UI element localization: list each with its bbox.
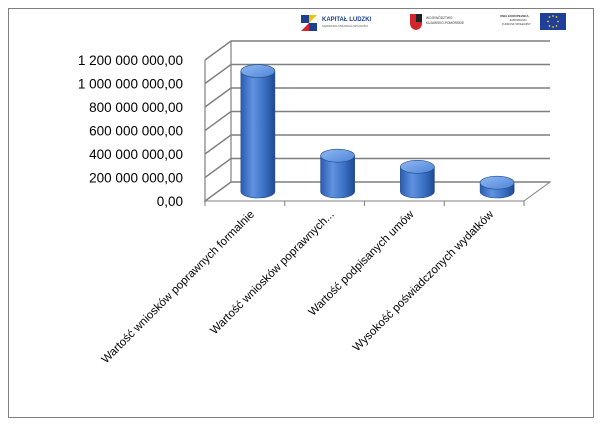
chart-floor <box>203 181 552 202</box>
y-tick-label: 0,00 <box>157 194 183 209</box>
bar-body <box>400 166 435 199</box>
x-axis: Wartość wniosków poprawnych formalnieWar… <box>100 208 497 366</box>
eu-logo: UNIA EUROPEJSKA EUROPEJSKI FUNDUSZ SPOŁE… <box>500 13 570 35</box>
gridline <box>204 40 550 61</box>
bar <box>320 148 355 199</box>
logo-strip: KAPITAŁ LUDZKI NARODOWA STRATEGIA SPÓJNO… <box>0 0 602 40</box>
kapital-ludzki-subtitle: NARODOWA STRATEGIA SPÓJNOŚCI <box>322 25 369 28</box>
x-category-label: Wysokość poświadczonych wydatków <box>351 208 497 354</box>
y-tick-label: 200 000 000,00 <box>89 171 183 186</box>
eu-line1: UNIA EUROPEJSKA <box>500 14 529 18</box>
gridlines <box>203 40 552 206</box>
gridline <box>204 134 550 155</box>
region-crest-icon <box>410 14 422 30</box>
bar-top <box>320 148 355 163</box>
y-tick-label: 1 000 000 000,00 <box>78 77 183 92</box>
gridline <box>204 63 550 85</box>
bar-top <box>240 64 276 78</box>
kapital-ludzki-icon <box>300 13 318 33</box>
bar <box>400 160 435 199</box>
bar <box>240 64 276 199</box>
y-axis: 0,00 200 000 000,00 400 000 000,00 600 000 … <box>78 53 183 209</box>
region-logo: WOJEWÓDZTWO KUJAWSKO-POMORSKIE <box>410 13 490 35</box>
eu-line3: FUNDUSZ SPOŁECZNY <box>502 23 531 26</box>
y-tick-label: 600 000 000,00 <box>89 124 183 139</box>
bar-body <box>240 70 276 199</box>
x-category-label: Wartość wniosków poprawnych formalnie <box>100 209 257 366</box>
kapital-ludzki-logo: KAPITAŁ LUDZKI NARODOWA STRATEGIA SPÓJNO… <box>300 13 390 35</box>
bars <box>240 64 515 199</box>
gridline <box>204 87 550 108</box>
bar-top <box>479 175 515 190</box>
gridline <box>204 110 550 132</box>
eu-line2: EUROPEJSKI <box>510 19 527 22</box>
eu-flag-icon <box>540 13 566 30</box>
x-category-label: Wartość wniosków poprawnych... <box>208 209 336 337</box>
y-tick-label: 400 000 000,00 <box>89 147 183 162</box>
chart-frame <box>8 8 594 418</box>
kapital-ludzki-title: KAPITAŁ LUDZKI <box>322 17 372 23</box>
y-tick-label: 1 200 000 000,00 <box>78 53 183 68</box>
region-line1: WOJEWÓDZTWO <box>426 16 453 20</box>
bar-body <box>320 155 355 199</box>
bar <box>479 175 515 199</box>
y-tick-label: 800 000 000,00 <box>89 100 183 115</box>
bar-top <box>400 160 435 174</box>
gridline <box>204 157 550 179</box>
region-line2: KUJAWSKO-POMORSKIE <box>426 21 465 25</box>
